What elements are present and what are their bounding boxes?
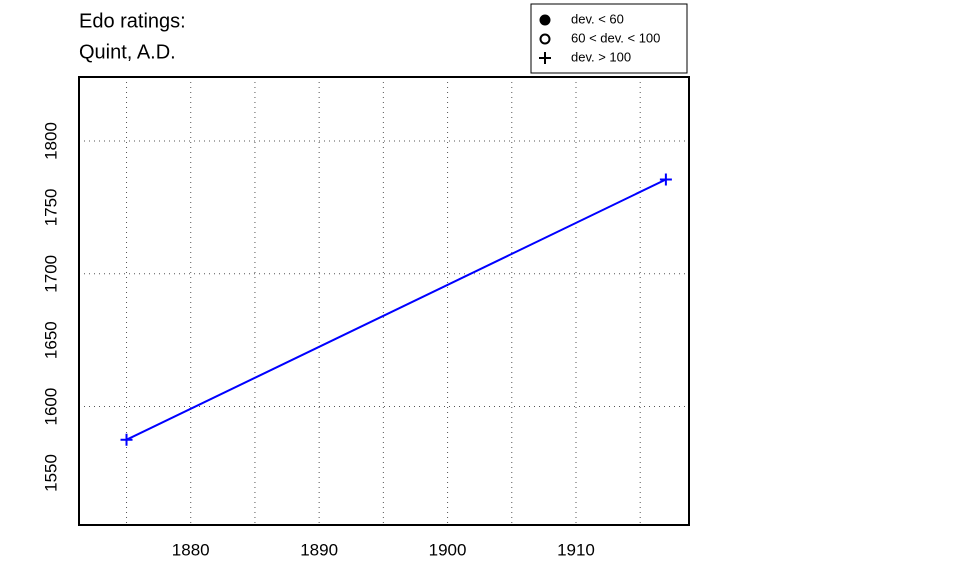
plot-frame <box>78 76 690 526</box>
legend-marker <box>539 52 551 64</box>
x-tick-label: 1890 <box>300 540 338 559</box>
y-tick-label: 1700 <box>41 255 60 293</box>
y-tick-label: 1800 <box>41 122 60 160</box>
series-line <box>126 178 667 441</box>
legend-marker <box>539 33 551 45</box>
x-tick-label: 1880 <box>172 540 210 559</box>
y-tick-label: 1750 <box>41 188 60 226</box>
chart-subtitle: Quint, A.D. <box>79 41 176 63</box>
x-tick-label: 1900 <box>429 540 467 559</box>
y-tick-label: 1650 <box>41 321 60 359</box>
legend-label: dev. < 60 <box>571 11 624 26</box>
y-tick-label: 1600 <box>41 388 60 426</box>
legend-label: 60 < dev. < 100 <box>571 30 660 45</box>
x-tick-label: 1910 <box>557 540 595 559</box>
legend-marker <box>539 14 551 26</box>
y-tick-label: 1550 <box>41 454 60 492</box>
data-point <box>120 433 133 446</box>
chart-title: Edo ratings: <box>79 10 186 32</box>
legend-box <box>530 3 688 74</box>
legend-label: dev. > 100 <box>571 49 631 64</box>
data-point <box>659 173 672 186</box>
